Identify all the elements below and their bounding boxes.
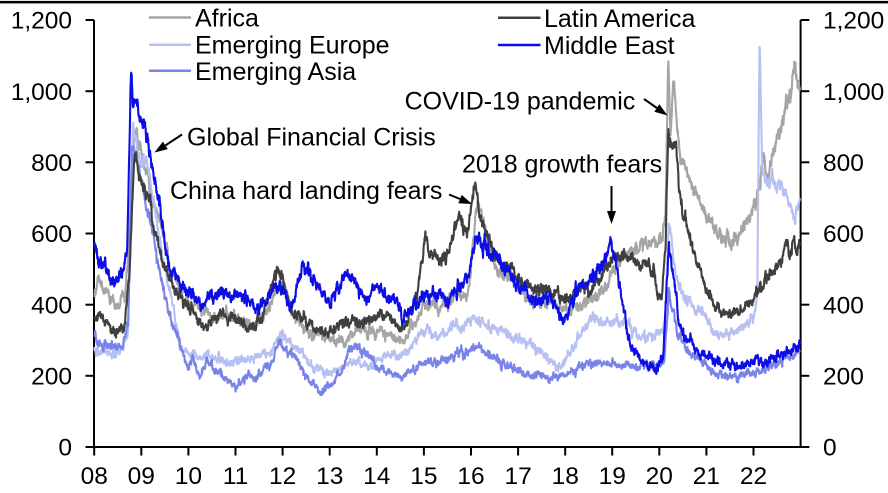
svg-text:Middle East: Middle East: [544, 32, 675, 60]
svg-text:15: 15: [410, 463, 437, 490]
svg-text:0: 0: [58, 435, 72, 462]
svg-text:800: 800: [823, 150, 864, 177]
svg-text:18: 18: [552, 463, 579, 490]
svg-text:COVID-19 pandemic: COVID-19 pandemic: [405, 88, 636, 116]
svg-text:14: 14: [363, 463, 390, 490]
svg-text:400: 400: [31, 292, 72, 319]
svg-text:2018 growth fears: 2018 growth fears: [462, 151, 662, 179]
svg-text:600: 600: [31, 221, 72, 248]
svg-text:Africa: Africa: [195, 5, 259, 33]
svg-text:12: 12: [269, 463, 296, 490]
svg-text:19: 19: [599, 463, 626, 490]
svg-text:08: 08: [81, 463, 108, 490]
svg-text:0: 0: [823, 435, 837, 462]
svg-text:21: 21: [693, 463, 720, 490]
svg-text:1,200: 1,200: [823, 8, 884, 35]
svg-text:1,000: 1,000: [823, 79, 884, 106]
svg-text:China hard landing fears: China hard landing fears: [170, 177, 442, 205]
svg-text:09: 09: [128, 463, 155, 490]
svg-text:200: 200: [823, 363, 864, 390]
svg-text:1,200: 1,200: [11, 8, 72, 35]
svg-text:17: 17: [504, 463, 531, 490]
svg-text:Emerging Europe: Emerging Europe: [195, 32, 390, 60]
svg-text:800: 800: [31, 150, 72, 177]
svg-text:10: 10: [175, 463, 202, 490]
svg-text:400: 400: [823, 292, 864, 319]
svg-text:13: 13: [316, 463, 343, 490]
svg-text:200: 200: [31, 363, 72, 390]
svg-text:Global Financial Crisis: Global Financial Crisis: [187, 124, 436, 152]
svg-text:Latin America: Latin America: [544, 5, 696, 33]
svg-text:20: 20: [646, 463, 673, 490]
svg-text:16: 16: [457, 463, 484, 490]
svg-text:1,000: 1,000: [11, 79, 72, 106]
svg-text:22: 22: [740, 463, 767, 490]
svg-text:11: 11: [223, 463, 248, 490]
svg-text:600: 600: [823, 221, 864, 248]
svg-text:Emerging Asia: Emerging Asia: [195, 58, 356, 86]
